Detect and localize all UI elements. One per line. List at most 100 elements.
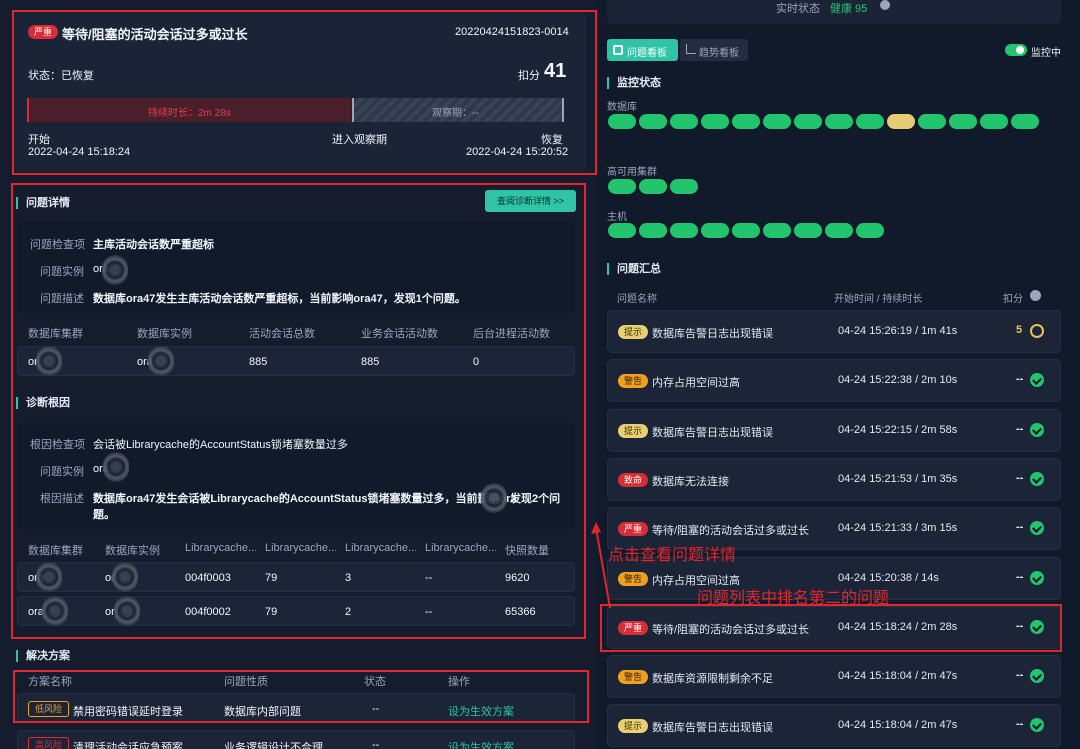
issue-severity-badge: 提示 [618,423,649,438]
info-icon [1030,290,1041,301]
issue-time: 04-24 15:21:33 / 3m 15s [838,522,958,535]
root-check-value: 会话被Librarycache的AccountStatus锁堵塞数量过多 [93,439,348,451]
cell-background: 0 [473,356,480,368]
status-pill[interactable] [825,114,853,129]
grid-icon [613,45,623,55]
tab-trend-board[interactable] [680,39,748,61]
status-pill[interactable] [670,179,698,194]
toggle-knob [1016,46,1024,54]
issue-severity-badge: 严重 [618,620,649,635]
cell-cluster: or [28,356,38,368]
solution-col-nature: 问题性质 [224,676,268,688]
detail-col-business: 业务会话活动数 [361,328,438,340]
issue-name: 数据库资源限制剩余不足 [652,673,773,686]
line-chart-icon [686,44,696,54]
solution-nature: 数据库内部问题 [224,706,301,718]
status-pill[interactable] [701,223,729,238]
tab-issue-board[interactable] [607,39,678,61]
tab-issue-board-label: 问题看板 [627,48,667,59]
status-pill[interactable] [949,114,977,129]
issue-row[interactable]: 警告 数据库资源限制剩余不足 04-24 15:18:04 / 2m 47s -- [607,655,1061,699]
redacted-mark [148,346,174,376]
status-pill[interactable] [670,114,698,129]
status-pill[interactable] [670,223,698,238]
redacted-mark [114,596,140,626]
status-pill[interactable] [763,114,791,129]
summary-col-name: 问题名称 [617,294,657,305]
root-r0-c2: 004f0003 [185,572,231,584]
view-diagnosis-button[interactable]: 查阅诊断详情 >> [485,190,576,212]
status-pill[interactable] [794,114,822,129]
annotation-second-hint: 问题列表中排名第二的问题 [697,590,890,607]
detail-col-cluster: 数据库集群 [28,328,83,340]
status-pill[interactable] [639,179,667,194]
issue-score: -- [1016,669,1024,682]
issue-row[interactable]: 严重 等待/阻塞的活动会话过多或过长 04-24 15:18:24 / 2m 28s… [607,605,1061,649]
issue-row[interactable]: 提示 数据库告警日志出现错误 04-24 15:26:19 / 1m 41s 5 [607,310,1061,353]
issue-row[interactable]: 警告 内存占用空间过高 04-24 15:22:38 / 2m 10s -- [607,359,1061,403]
status-pill[interactable] [763,223,791,238]
score-value: 41 [544,60,567,82]
status-pill[interactable] [639,223,667,238]
desc-label: 问题描述 [40,293,84,305]
issue-row[interactable]: 警告 内存占用空间过高 04-24 15:20:38 / 14s -- [607,556,1061,600]
detail-section-title: 问题详情 [16,197,70,209]
realtime-status-bar [607,0,1061,24]
set-effective-link[interactable]: 设为生效方案 [448,742,514,749]
issue-row[interactable]: 严重 等待/阻塞的活动会话过多或过长 04-24 15:21:33 / 3m 15s… [607,507,1061,551]
root-r1-c4: 2 [345,606,352,618]
redacted-mark [112,562,138,592]
detail-col-background: 后台进程活动数 [473,328,550,340]
tab-trend-board-label: 趋势看板 [699,48,739,59]
check-icon [1030,521,1044,536]
summary-col-time: 开始时间 / 持续时长 [834,294,923,305]
set-effective-link[interactable]: 设为生效方案 [448,706,514,718]
issue-name: 等待/阻塞的活动会话过多或过长 [652,525,810,538]
issue-score: -- [1016,718,1024,731]
table-row [17,730,575,749]
redacted-mark [36,562,62,592]
status-pill[interactable] [825,223,853,238]
cell-active: 885 [249,356,268,368]
status-pill[interactable] [794,223,822,238]
root-col-1: 数据库实例 [105,545,160,557]
table-row [17,346,575,376]
status-pill[interactable] [1011,114,1039,129]
issue-time: 04-24 15:20:38 / 14s [838,571,939,584]
issue-severity-badge: 提示 [618,719,649,734]
status-pill[interactable] [701,114,729,129]
issue-row[interactable]: 提示 数据库告警日志出现错误 04-24 15:18:04 / 2m 47s -- [607,704,1061,748]
status-pill[interactable] [608,223,636,238]
status-pill[interactable] [980,114,1008,129]
status-pill[interactable] [856,114,884,129]
check-icon [1030,373,1044,388]
status-pill[interactable] [608,179,636,194]
issue-name: 等待/阻塞的活动会话过多或过长 [652,623,810,636]
check-item-label: 问题检查项 [30,239,85,251]
status-pill[interactable] [887,114,915,129]
status-pill[interactable] [732,223,760,238]
observe-bar [352,98,564,122]
status-pill[interactable] [732,114,760,129]
monitor-label: 监控中 [1031,48,1061,59]
redacted-mark [102,255,128,285]
status-pill[interactable] [608,114,636,129]
issue-row[interactable]: 提示 数据库告警日志出现错误 04-24 15:22:15 / 2m 58s -- [607,408,1061,452]
redacted-mark [42,596,68,626]
issue-row[interactable]: 致命 数据库无法连接 04-24 15:21:53 / 1m 35s -- [607,457,1061,501]
issue-name: 数据库告警日志出现错误 [652,426,773,439]
check-icon [1030,718,1044,733]
start-label: 开始 [28,134,50,146]
root-col-5: Librarycache... [425,542,498,554]
issue-severity-badge: 警告 [618,670,649,685]
redacted-mark [103,452,129,482]
duration-bar-label: 持续时长：2m 28s [148,108,231,119]
check-icon [1030,570,1044,585]
root-r1-c5: -- [425,606,433,618]
root-r1-c0: ora [28,606,44,618]
check-item-value: 主库活动会话数严重超标 [93,239,214,251]
status-pill[interactable] [639,114,667,129]
status-pill[interactable] [856,223,884,238]
redacted-mark [481,483,507,513]
status-pill[interactable] [918,114,946,129]
